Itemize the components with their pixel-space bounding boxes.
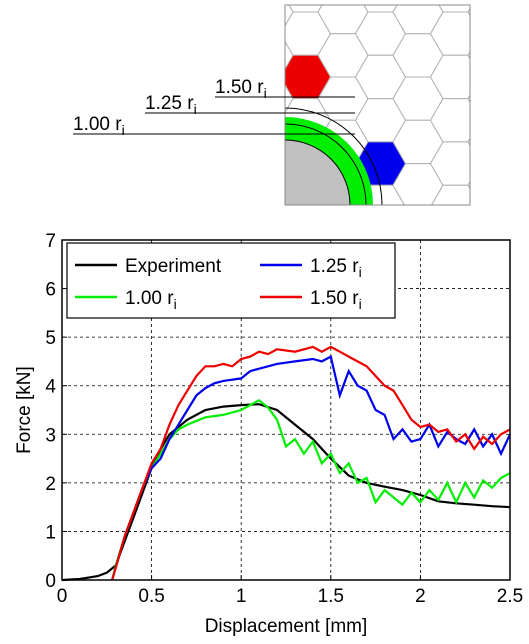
x-tick-label: 2: [415, 586, 426, 607]
x-tick-label: 0.5: [138, 586, 164, 607]
y-tick-label: 0: [45, 571, 56, 592]
hexagon: [206, 0, 256, 12]
hexagon: [506, 0, 529, 12]
hexagon: [468, 77, 518, 120]
plot: 0 0.5 1 1.5 2 2.5 0 1 2 3 4 5 6 7 Experiment 1.00 ri 1.2…: [45, 231, 523, 607]
hexagon: [468, 120, 518, 163]
hexagon: [506, 185, 529, 228]
x-tick-label: 2.5: [497, 586, 523, 607]
legend-label: 1.25 ri: [310, 256, 362, 280]
y-tick-label: 2: [45, 474, 56, 495]
y-tick-label: 5: [45, 328, 56, 349]
hexagon: [506, 12, 529, 55]
hexagon: [506, 142, 529, 185]
x-tick-label: 1.5: [318, 586, 344, 607]
hexagon: [206, 99, 256, 142]
y-tick-label: 3: [45, 425, 56, 446]
legend: Experiment 1.00 ri 1.25 ri 1.50 ri: [67, 243, 395, 318]
hexagon: [206, 142, 256, 185]
x-tick-label: 1: [236, 586, 247, 607]
y-tick-label: 7: [45, 231, 56, 252]
hexagon: [468, 0, 518, 34]
hexagon: [506, 55, 529, 98]
diagram-label: 1.00 ri: [73, 114, 125, 138]
diagram-label: 1.25 ri: [145, 93, 197, 117]
y-tick-label: 4: [45, 377, 56, 398]
x-axis-label: Displacement [mm]: [205, 616, 368, 637]
hexagon: [468, 34, 518, 77]
diagram-label: 1.50 ri: [215, 77, 267, 101]
hexagon: [506, 99, 529, 142]
legend-label: 1.00 ri: [125, 288, 177, 312]
y-axis-label: Force [kN]: [14, 366, 35, 454]
x-tick-label: 0: [57, 586, 68, 607]
y-tick-label: 1: [45, 522, 56, 543]
hexagon: [468, 164, 518, 207]
hexagon: [206, 185, 256, 228]
y-tick-label: 6: [45, 280, 56, 301]
legend-label: 1.50 ri: [310, 288, 362, 312]
legend-label: Experiment: [125, 256, 222, 277]
hexagon: [206, 12, 256, 55]
